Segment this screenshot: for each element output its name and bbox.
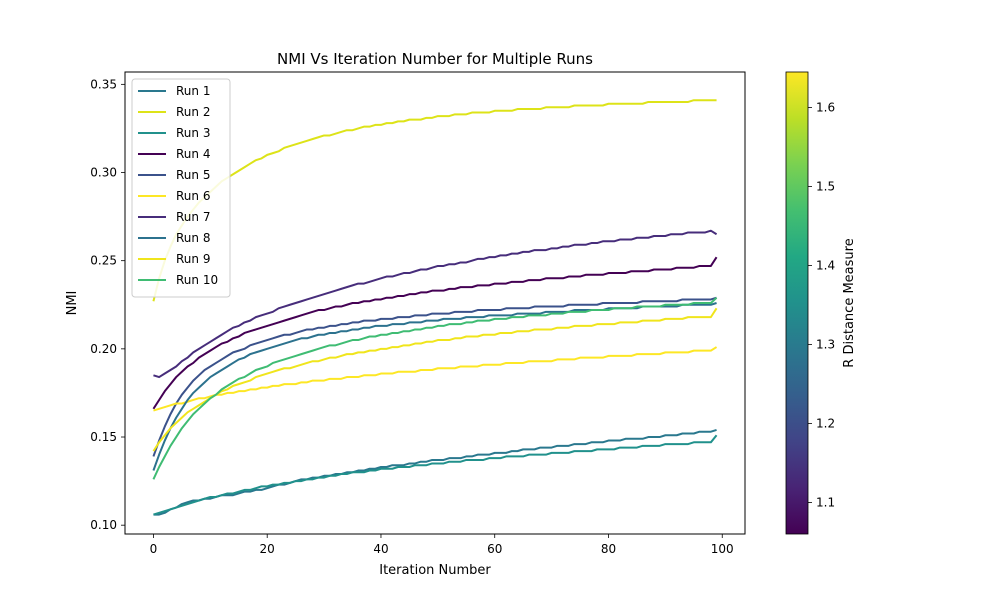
plot-frame: [124, 71, 746, 535]
colorbar-tick-label: 1.5: [816, 180, 835, 194]
legend-label: Run 7: [176, 210, 210, 224]
colorbar-ticks: 1.1 1.2 1.3 1.4 1.5 1.6: [808, 101, 835, 509]
x-tick-label: 20: [260, 542, 275, 556]
colorbar-tick-label: 1.2: [816, 416, 835, 430]
y-tick-label: 0.25: [90, 254, 117, 268]
legend-label: Run 6: [176, 189, 210, 203]
x-tick-label: 40: [373, 542, 388, 556]
series-line-run-9: [152, 307, 718, 452]
series-line-run-6: [153, 346, 718, 412]
x-axis: 0 20 40 60 80 100: [150, 534, 734, 556]
legend-label: Run 8: [176, 231, 210, 245]
colorbar-tick-label: 1.1: [816, 495, 835, 509]
x-tick-label: 60: [487, 542, 502, 556]
y-tick-label: 0.20: [90, 342, 117, 356]
chart-title: NMI Vs Iteration Number for Multiple Run…: [277, 50, 593, 68]
y-tick-label: 0.35: [90, 77, 117, 91]
y-axis-label: NMI: [65, 291, 80, 316]
colorbar-tick-label: 1.4: [816, 258, 835, 272]
legend-label: Run 5: [176, 168, 210, 182]
colorbar: [785, 71, 809, 535]
colorbar-tick-label: 1.3: [816, 337, 835, 351]
series-line-run-2: [152, 99, 717, 302]
series-layer: [152, 99, 718, 516]
series-line-run-4: [152, 256, 718, 410]
legend: Run 1 Run 2 Run 3 Run 4 Run 5 Run 6 Run 7 Run 8…: [131, 78, 231, 298]
x-tick-label: 100: [711, 542, 734, 556]
colorbar-tick-label: 1.6: [816, 101, 835, 115]
y-axis: 0.10 0.15 0.20 0.25 0.30 0.35: [90, 77, 125, 532]
y-tick-label: 0.10: [90, 518, 117, 532]
y-tick-label: 0.15: [90, 430, 117, 444]
legend-label: Run 2: [176, 105, 210, 119]
legend-label: Run 1: [176, 84, 210, 98]
legend-label: Run 10: [176, 273, 218, 287]
series-line-run-1: [153, 429, 717, 516]
legend-label: Run 4: [176, 147, 210, 161]
colorbar-label: R Distance Measure: [842, 238, 857, 367]
series-line-run-5: [152, 296, 717, 457]
x-axis-label: Iteration Number: [379, 563, 491, 578]
legend-label: Run 9: [176, 252, 210, 266]
x-tick-label: 0: [150, 542, 158, 556]
legend-label: Run 3: [176, 126, 210, 140]
x-tick-label: 80: [601, 542, 616, 556]
series-line-run-10: [152, 296, 718, 480]
series-line-run-3: [153, 434, 718, 516]
y-tick-label: 0.30: [90, 166, 117, 180]
series-line-run-7: [153, 229, 718, 379]
